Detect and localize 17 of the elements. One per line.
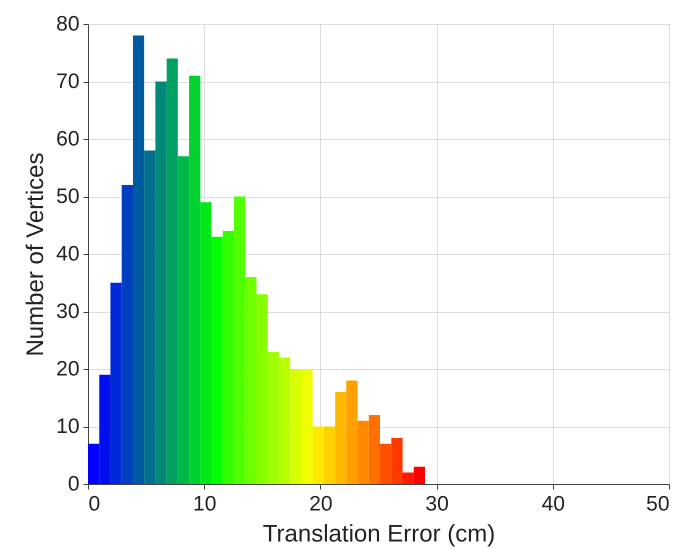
y-tick-label: 0 [68, 472, 80, 496]
x-tick-label: 10 [193, 492, 216, 516]
y-tick-label: 60 [56, 128, 80, 150]
x-axis-title: Translation Error (cm) [262, 520, 496, 548]
y-tick-label: 10 [56, 415, 80, 438]
x-tick-label: 20 [309, 492, 333, 516]
y-axis-title: Number of Vertices [22, 152, 50, 357]
x-tick-label: 50 [646, 492, 670, 516]
y-tick-label: 50 [56, 185, 80, 208]
y-tick-label: 80 [56, 12, 80, 36]
y-tick-label: 70 [56, 70, 80, 93]
x-tick-label: 0 [88, 492, 100, 516]
y-tick-label: 20 [56, 358, 80, 380]
y-tick-label: 30 [56, 300, 80, 323]
x-tick-label: 30 [425, 492, 449, 516]
x-tick-label: 40 [542, 492, 565, 516]
y-tick-label: 40 [56, 242, 80, 266]
